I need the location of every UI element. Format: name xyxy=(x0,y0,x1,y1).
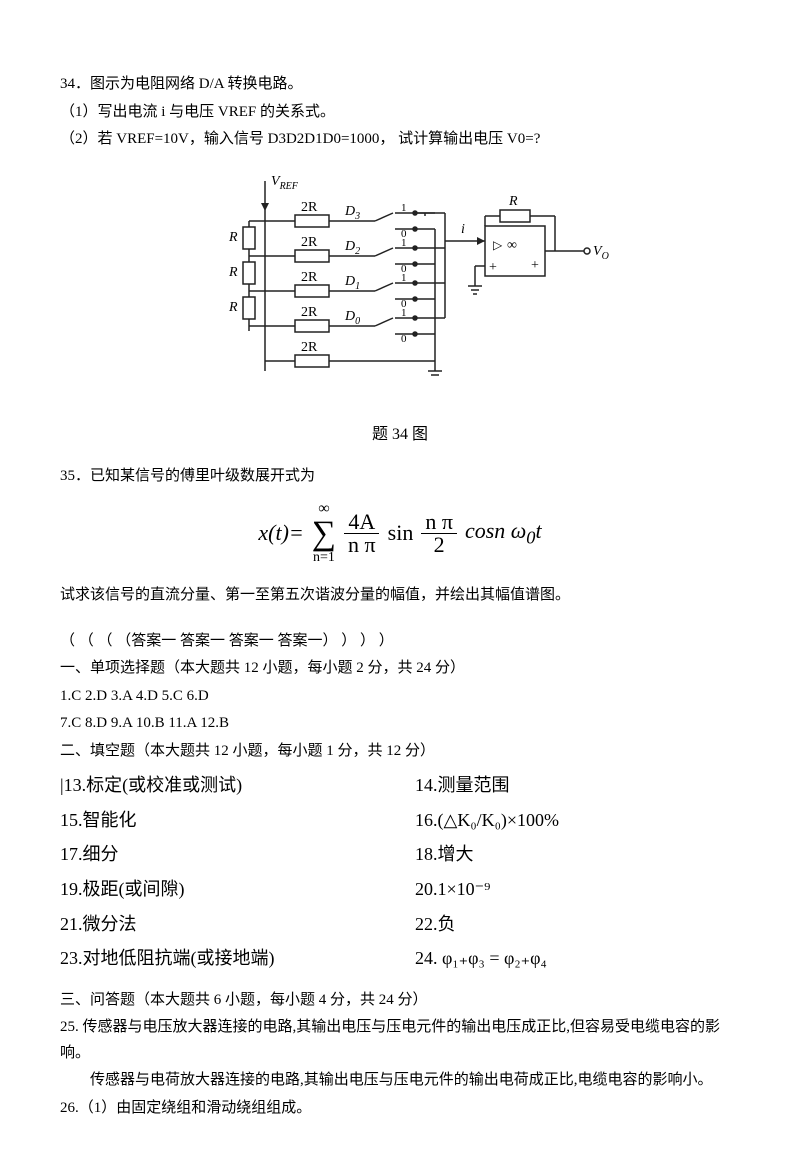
label-vo: VO xyxy=(593,244,609,262)
label-2r-1: 2R xyxy=(301,200,318,215)
label-2r-2: 2R xyxy=(301,235,318,250)
sigma: ∞ ∑ n=1 xyxy=(312,501,336,565)
label-i: i xyxy=(461,222,465,237)
fill-13: |13.标定(或校准或测试) xyxy=(60,770,385,801)
frac2-num: n π xyxy=(421,511,457,534)
q35-formula: x(t)= ∞ ∑ n=1 4A n π sin n π 2 cosn ω0t xyxy=(60,501,740,565)
label-2r-5: 2R xyxy=(301,340,318,355)
label-0-d: 0 xyxy=(401,333,407,345)
formula-lhs: x(t)= xyxy=(258,514,303,551)
sigma-symbol: ∑ xyxy=(312,517,336,551)
label-d0: D0 xyxy=(344,309,360,327)
label-d2: D2 xyxy=(344,239,360,257)
fill-15: 15.智能化 xyxy=(60,805,385,836)
fill-24: 24. φ₁₊φ₃ = φ₂₊φ₄ xyxy=(415,943,740,974)
q34-caption: 题 34 图 xyxy=(60,421,740,448)
q25a: 25. 传感器与电压放大器连接的电路,其输出电压与压电元件的输出电压成正比,但容… xyxy=(60,1015,740,1066)
label-d1: D1 xyxy=(344,274,360,292)
q35-tail: 试求该信号的直流分量、第一至第五次谐波分量的幅值，并绘出其幅值谱图。 xyxy=(60,583,740,609)
fill-20: 20.1×10⁻⁹ xyxy=(415,874,740,905)
q25b: 传感器与电荷放大器连接的电路,其输出电压与压电元件的输出电荷成正比,电缆电容的影… xyxy=(60,1068,740,1094)
fill-18: 18.增大 xyxy=(415,839,740,870)
label-vref: VREF xyxy=(271,174,299,192)
label-1-d: 1 xyxy=(401,307,407,319)
cos-tail: cosn ω0t xyxy=(465,512,542,554)
frac-4a-npi: 4A n π xyxy=(344,511,380,556)
frac2-den: 2 xyxy=(430,534,449,556)
q34-sub1: （1）写出电流 i 与电压 VREF 的关系式。 xyxy=(60,100,740,126)
label-r-3: R xyxy=(228,300,238,315)
fill-14: 14.测量范围 xyxy=(415,770,740,801)
frac-npi-2: n π 2 xyxy=(421,511,457,556)
cos-text: cosn ω xyxy=(465,518,526,543)
q26: 26.（1）由固定绕组和滑动绕组组成。 xyxy=(60,1096,740,1122)
fill-16: 16.(△K₀/K₀)×100% xyxy=(415,805,740,836)
sigma-bot: n=1 xyxy=(313,551,335,565)
q35-title: 35．已知某信号的傅里叶级数展开式为 xyxy=(60,464,740,490)
label-2r-4: 2R xyxy=(301,305,318,320)
q34-title: 34．图示为电阻网络 D/A 转换电路。 xyxy=(60,72,740,98)
label-1-b: 1 xyxy=(401,237,407,249)
section3-title: 三、问答题（本大题共 6 小题，每小题 4 分，共 24 分） xyxy=(60,988,740,1014)
amp-inf: ∞ xyxy=(507,238,517,253)
amp-tri: ▷ xyxy=(493,238,503,252)
label-d3: D3 xyxy=(344,204,360,222)
fill-answers-grid: |13.标定(或校准或测试) 14.测量范围 15.智能化 16.(△K₀/K₀… xyxy=(60,770,740,974)
q34-diagram: VREF 2R 2R 2R 2R 2R D3 D2 D1 D0 1 0 1 0 … xyxy=(60,171,740,411)
label-rf: R xyxy=(508,194,518,209)
label-r-2: R xyxy=(228,265,238,280)
mc-line2: 7.C 8.D 9.A 10.B 11.A 12.B xyxy=(60,711,740,737)
section1-title: 一、单项选择题（本大题共 12 小题，每小题 2 分，共 24 分） xyxy=(60,656,740,682)
q34-sub2: （2）若 VREF=10V，输入信号 D3D2D1D0=1000， 试计算输出电… xyxy=(60,127,740,153)
label-1-c: 1 xyxy=(401,272,407,284)
fill-17: 17.细分 xyxy=(60,839,385,870)
label-2r-3: 2R xyxy=(301,270,318,285)
frac1-den: n π xyxy=(344,534,380,556)
frac1-num: 4A xyxy=(344,511,379,534)
amp-plus-in: + xyxy=(489,260,497,275)
mc-line1: 1.C 2.D 3.A 4.D 5.C 6.D xyxy=(60,684,740,710)
fill-19: 19.极距(或间隙) xyxy=(60,874,385,905)
cos-end: t xyxy=(535,518,541,543)
answers-marker: （ （ （ （答案一 答案一 答案一 答案一） ） ） ） xyxy=(60,629,740,655)
amp-plus-out: + xyxy=(531,258,539,273)
section2-title: 二、填空题（本大题共 12 小题，每小题 1 分，共 12 分） xyxy=(60,739,740,765)
sin: sin xyxy=(388,514,414,551)
label-r-1: R xyxy=(228,230,238,245)
label-1-a: 1 xyxy=(401,202,407,214)
fill-22: 22.负 xyxy=(415,909,740,940)
fill-23: 23.对地低阻抗端(或接地端) xyxy=(60,943,385,974)
fill-21: 21.微分法 xyxy=(60,909,385,940)
